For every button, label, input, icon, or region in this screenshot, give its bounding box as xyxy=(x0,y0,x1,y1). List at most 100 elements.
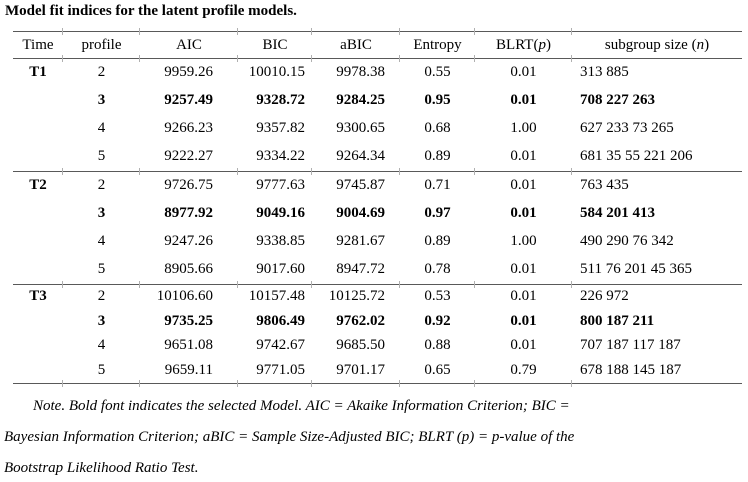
cell-bic: 9328.72 xyxy=(256,92,305,109)
cell-aic: 9659.11 xyxy=(139,358,238,387)
cell-aic: 9222.27 xyxy=(164,148,213,165)
cell-subgroup: 584 201 413 xyxy=(580,205,655,222)
table-row: 4 9266.23 9357.82 9300.65 0.68 1.00 627 … xyxy=(13,115,742,143)
cell-blrt: 0.01 xyxy=(474,54,572,87)
cell-entropy: 0.68 xyxy=(424,120,451,137)
cell-abic: 10125.72 xyxy=(311,281,400,309)
cell-blrt: 0.01 xyxy=(510,205,537,222)
cell-blrt: 0.01 xyxy=(510,312,537,329)
table-row-selected: 3 8977.92 9049.16 9004.69 0.97 0.01 584 … xyxy=(13,199,742,227)
cell-blrt: 1.00 xyxy=(510,120,537,137)
cell-aic: 9247.26 xyxy=(164,233,213,250)
cell-aic: 9726.75 xyxy=(139,168,238,200)
cell-bic: 9806.49 xyxy=(256,312,305,329)
blrt-p-symbol: p xyxy=(538,36,546,53)
cell-entropy: 0.89 xyxy=(424,148,451,165)
column-header-profile: profile xyxy=(62,28,140,63)
cell-aic: 9735.25 xyxy=(164,312,213,329)
table-row: 5 9659.11 9771.05 9701.17 0.65 0.79 678 … xyxy=(13,358,742,387)
column-header-subgroup: subgroup size (n) xyxy=(571,28,742,63)
subgroup-label-close: ) xyxy=(704,36,710,53)
cell-bic: 9017.60 xyxy=(256,261,305,278)
table-row: T2 2 9726.75 9777.63 9745.87 0.71 0.01 7… xyxy=(13,168,742,200)
note-line: Bootstrap Likelihood Ratio Test. xyxy=(4,460,199,476)
cell-profile: 3 xyxy=(97,312,106,329)
cell-time xyxy=(13,115,63,143)
table-row-selected: 3 9257.49 9328.72 9284.25 0.95 0.01 708 … xyxy=(13,87,742,115)
cell-entropy: 0.53 xyxy=(399,281,475,309)
cell-bic: 9777.63 xyxy=(237,168,312,200)
cell-bic: 9742.67 xyxy=(256,337,305,354)
cell-blrt: 1.00 xyxy=(510,233,537,250)
cell-profile: 2 xyxy=(62,168,140,200)
table-caption: Model fit indices for the latent profile… xyxy=(5,3,297,19)
cell-aic: 9959.26 xyxy=(139,54,238,87)
fit-indices-table: Time profile AIC BIC aBIC Entropy BLRT(p… xyxy=(13,28,742,387)
cell-time xyxy=(13,87,63,115)
cell-aic: 10106.60 xyxy=(139,281,238,309)
cell-aic: 9651.08 xyxy=(164,337,213,354)
subgroup-label: subgroup size ( xyxy=(604,36,697,53)
column-header-bic: BIC xyxy=(237,28,312,63)
cell-abic: 9745.87 xyxy=(311,168,400,200)
cell-time xyxy=(13,256,63,284)
cell-entropy: 0.89 xyxy=(424,233,451,250)
cell-subgroup: 226 972 xyxy=(571,281,742,309)
cell-abic: 9978.38 xyxy=(311,54,400,87)
column-header-aic: AIC xyxy=(139,28,238,63)
header-row: Time profile AIC BIC aBIC Entropy BLRT(p… xyxy=(13,28,742,63)
table-row: 4 9247.26 9338.85 9281.67 0.89 1.00 490 … xyxy=(13,228,742,256)
cell-subgroup: 800 187 211 xyxy=(580,312,655,329)
note-line: Note. Bold font indicates the selected M… xyxy=(33,398,570,414)
cell-abic: 9284.25 xyxy=(336,92,385,109)
cell-blrt: 0.01 xyxy=(474,281,572,309)
table-row: T3 2 10106.60 10157.48 10125.72 0.53 0.0… xyxy=(13,281,742,309)
cell-time: T3 xyxy=(13,283,63,309)
table-header: Time profile AIC BIC aBIC Entropy BLRT(p… xyxy=(13,28,742,63)
cell-bic: 9049.16 xyxy=(256,205,305,222)
cell-time xyxy=(13,143,63,171)
cell-bic: 9771.05 xyxy=(237,358,312,387)
cell-time: T2 xyxy=(13,170,63,200)
cell-profile: 5 xyxy=(97,261,106,278)
cell-subgroup: 511 76 201 45 365 xyxy=(580,261,692,278)
cell-profile: 2 xyxy=(62,281,140,309)
cell-subgroup: 313 885 xyxy=(571,54,742,87)
subgroup-n-symbol: n xyxy=(696,36,705,53)
cell-entropy: 0.78 xyxy=(424,261,451,278)
cell-aic: 8905.66 xyxy=(164,261,213,278)
cell-subgroup: 678 188 145 187 xyxy=(571,358,742,387)
cell-subgroup: 627 233 73 265 xyxy=(580,120,674,137)
cell-blrt: 0.79 xyxy=(474,358,572,387)
cell-blrt: 0.01 xyxy=(510,148,537,165)
cell-time xyxy=(13,358,63,384)
cell-aic: 8977.92 xyxy=(164,205,213,222)
cell-profile: 2 xyxy=(62,54,140,87)
cell-aic: 9257.49 xyxy=(164,92,213,109)
cell-entropy: 0.65 xyxy=(399,358,475,387)
section-t1: T1 2 9959.26 10010.15 9978.38 0.55 0.01 … xyxy=(13,54,742,172)
cell-abic: 9264.34 xyxy=(336,148,385,165)
table-row: 4 9651.08 9742.67 9685.50 0.88 0.01 707 … xyxy=(13,334,742,359)
table-row-selected: 3 9735.25 9806.49 9762.02 0.92 0.01 800 … xyxy=(13,309,742,334)
cell-profile: 5 xyxy=(62,358,140,387)
table-row: 5 9222.27 9334.22 9264.34 0.89 0.01 681 … xyxy=(13,143,742,171)
cell-blrt: 0.01 xyxy=(474,168,572,200)
cell-bic: 9338.85 xyxy=(256,233,305,250)
blrt-label-close: ) xyxy=(545,36,551,53)
section-t2: T2 2 9726.75 9777.63 9745.87 0.71 0.01 7… xyxy=(13,168,742,284)
cell-abic: 9685.50 xyxy=(336,337,385,354)
cell-blrt: 0.01 xyxy=(510,92,537,109)
cell-entropy: 0.88 xyxy=(424,337,451,354)
table-row: 5 8905.66 9017.60 8947.72 0.78 0.01 511 … xyxy=(13,256,742,284)
cell-abic: 9004.69 xyxy=(336,205,385,222)
cell-abic: 9300.65 xyxy=(336,120,385,137)
cell-subgroup: 708 227 263 xyxy=(580,92,655,109)
cell-time xyxy=(13,309,63,334)
section-t3: T3 2 10106.60 10157.48 10125.72 0.53 0.0… xyxy=(13,281,742,387)
table-note: Note. Bold font indicates the selected M… xyxy=(4,391,740,482)
cell-subgroup: 707 187 117 187 xyxy=(580,337,681,354)
column-header-blrt: BLRT(p) xyxy=(474,28,572,63)
cell-time xyxy=(13,199,63,227)
